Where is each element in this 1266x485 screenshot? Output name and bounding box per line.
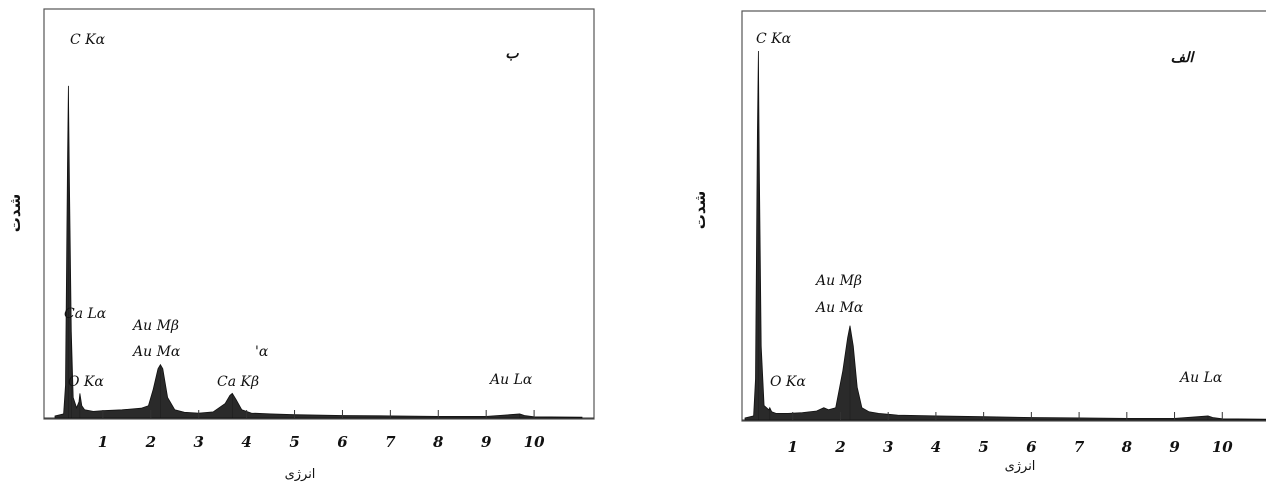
peak-label: Ca Lα bbox=[64, 306, 107, 322]
x-tick-label: 4 bbox=[931, 438, 941, 456]
spectrum-area bbox=[54, 85, 583, 419]
peak-label: O Kα bbox=[68, 374, 104, 390]
x-tick-label: 8 bbox=[1122, 438, 1133, 456]
x-tick-label: 2 bbox=[145, 433, 156, 451]
peak-label: C Kα bbox=[756, 31, 792, 47]
eds-chart-alef: 1 2 3 4 5 6 7 8 9 10 انرژی شدت الف C Kα Au Mβ Au Mα O Kα… bbox=[691, 10, 1266, 474]
x-axis-title: انرژی bbox=[285, 467, 316, 482]
x-tick-label: 6 bbox=[337, 433, 348, 451]
peak-label: Au Lα bbox=[1178, 370, 1223, 386]
spectrum-area bbox=[744, 50, 1266, 421]
eds-panel-b: 1 2 3 4 5 6 7 8 9 10 انرژی شدت ب C Kα Ca Lα Au Mβ Au Mα '… bbox=[0, 0, 600, 485]
x-tick-label: 10 bbox=[524, 433, 545, 451]
x-tick-label: 1 bbox=[788, 438, 798, 456]
peak-label: O Kα bbox=[770, 374, 806, 390]
x-tick-label: 8 bbox=[433, 433, 444, 451]
x-tick-label: 1 bbox=[98, 433, 108, 451]
eds-chart-b: 1 2 3 4 5 6 7 8 9 10 انرژی شدت ب C Kα Ca Lα Au Mβ Au Mα '… bbox=[6, 8, 595, 482]
x-tick-label: 9 bbox=[481, 433, 492, 451]
peak-label: Au Mβ bbox=[131, 318, 179, 334]
peak-label: 'α bbox=[255, 344, 269, 360]
peak-label: Au Mα bbox=[131, 344, 181, 360]
panel-letter: الف bbox=[1171, 50, 1196, 66]
plot-frame bbox=[43, 8, 595, 420]
peak-label: Au Mβ bbox=[814, 273, 862, 289]
y-axis-title: شدت bbox=[691, 191, 709, 230]
plot-frame bbox=[741, 10, 1266, 422]
panel-letter: ب bbox=[505, 46, 519, 62]
x-tick-label: 3 bbox=[194, 433, 204, 451]
x-axis-title: انرژی bbox=[1005, 459, 1036, 474]
x-tick-label: 4 bbox=[241, 433, 251, 451]
x-tick-label: 2 bbox=[834, 438, 845, 456]
x-tick-label: 5 bbox=[978, 438, 988, 456]
eds-panel-alef: 1 2 3 4 5 6 7 8 9 10 انرژی شدت الف C Kα Au Mβ Au Mα O Kα… bbox=[690, 0, 1266, 485]
x-tick-label: 6 bbox=[1026, 438, 1037, 456]
x-tick-label: 7 bbox=[385, 433, 396, 451]
peak-label: C Kα bbox=[70, 32, 106, 48]
peak-label: Ca Kβ bbox=[217, 374, 259, 390]
x-tick-label: 3 bbox=[883, 438, 893, 456]
peak-label: Au Mα bbox=[814, 300, 864, 316]
x-tick-label: 9 bbox=[1169, 438, 1180, 456]
x-tick-label: 5 bbox=[289, 433, 299, 451]
x-tick-label: 10 bbox=[1212, 438, 1233, 456]
y-axis-title: شدت bbox=[6, 194, 24, 233]
peak-label: Au Lα bbox=[488, 372, 533, 388]
x-tick-label: 7 bbox=[1074, 438, 1085, 456]
